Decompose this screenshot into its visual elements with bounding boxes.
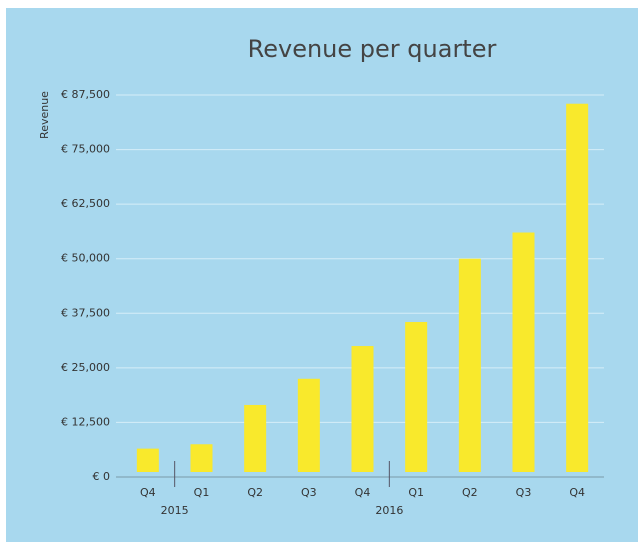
x-tick-label: Q4 (140, 486, 156, 499)
y-tick-label: € 0 (93, 470, 111, 483)
x-tick-label: Q1 (408, 486, 424, 499)
bar (190, 444, 213, 472)
x-tick-label: Q2 (462, 486, 478, 499)
y-tick-label: € 25,000 (61, 361, 110, 374)
x-tick-label: Q2 (247, 486, 263, 499)
chart-title: Revenue per quarter (248, 35, 497, 63)
y-tick-label: € 75,000 (61, 143, 110, 156)
bar (512, 232, 535, 472)
y-tick-label: € 62,500 (61, 197, 110, 210)
x-tick-label: Q1 (194, 486, 210, 499)
year-label: 2015 (161, 504, 189, 517)
bar (351, 346, 374, 472)
bar (136, 448, 159, 472)
bar (297, 378, 320, 472)
y-tick-label: € 87,500 (61, 88, 110, 101)
y-tick-label: € 37,500 (61, 306, 110, 319)
year-label: 2016 (375, 504, 403, 517)
y-axis-label: Revenue (38, 91, 51, 139)
x-tick-label: Q4 (569, 486, 585, 499)
bar (405, 322, 428, 472)
y-tick-label: € 50,000 (61, 252, 110, 265)
x-tick-label: Q3 (301, 486, 317, 499)
bar (458, 258, 481, 472)
bar (566, 103, 589, 472)
x-tick-label: Q4 (355, 486, 371, 499)
y-tick-label: € 12,500 (61, 415, 110, 428)
bar (244, 404, 267, 472)
x-tick-label: Q3 (516, 486, 532, 499)
